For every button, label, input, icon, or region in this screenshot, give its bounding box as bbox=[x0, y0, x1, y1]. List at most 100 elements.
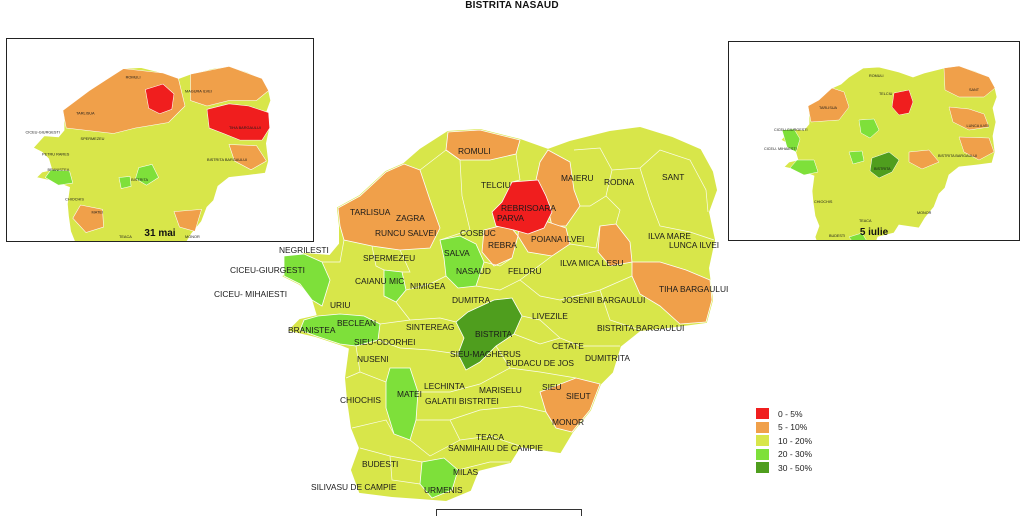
label-budacu-de-jos: BUDACU DE JOS bbox=[506, 358, 574, 368]
inset-left-map: ROMULI MAGURA ILVEI TARLISUA CICEU-GIURG… bbox=[26, 65, 272, 241]
label-spermezeu: SPERMEZEU bbox=[363, 253, 415, 263]
label-chiochis: CHIOCHIS bbox=[340, 395, 381, 405]
svg-text:BISTRITA BARGAULUI: BISTRITA BARGAULUI bbox=[207, 158, 247, 162]
inset-right-caption: 5 iulie bbox=[859, 227, 889, 238]
legend-item-10-20: 10 - 20% bbox=[756, 434, 812, 448]
region-tiha-bargaului bbox=[631, 261, 713, 325]
label-beclean: BECLEAN bbox=[337, 318, 376, 328]
svg-text:BISTRITA BARGAULUI: BISTRITA BARGAULUI bbox=[938, 154, 977, 158]
inset-map-5-iulie: ROMULI TELCIU SANT TARLISUA CICEU-GIURGE… bbox=[728, 41, 1020, 241]
svg-text:BISTRITA: BISTRITA bbox=[131, 178, 148, 182]
label-cetate: CETATE bbox=[552, 341, 584, 351]
svg-text:BISTRITA: BISTRITA bbox=[874, 167, 891, 171]
label-branistea: BRANISTEA bbox=[288, 325, 336, 335]
label-matei: MATEI bbox=[397, 389, 422, 399]
label-urmenis: URMENIS bbox=[424, 485, 463, 495]
legend-label: 10 - 20% bbox=[778, 435, 813, 446]
label-nimigea: NIMIGEA bbox=[410, 281, 446, 291]
label-sieu: SIEU bbox=[542, 382, 562, 392]
label-josenii-bargaului: JOSENII BARGAULUI bbox=[562, 295, 645, 305]
label-uriu: URIU bbox=[330, 300, 350, 310]
label-telciu: TELCIU bbox=[481, 180, 511, 190]
label-negrilesti: NEGRILESTI bbox=[279, 245, 329, 255]
region-caianu-mic bbox=[383, 269, 407, 303]
label-maieru: MAIERU bbox=[561, 173, 594, 183]
label-romuli: ROMULI bbox=[458, 146, 491, 156]
svg-text:ROMULI: ROMULI bbox=[869, 74, 884, 78]
legend-label: 20 - 30% bbox=[778, 449, 813, 460]
svg-text:MAGURA ILVEI: MAGURA ILVEI bbox=[185, 89, 212, 93]
label-ilva-mica-lesu: ILVA MICA LESU bbox=[560, 258, 623, 268]
legend-swatch bbox=[756, 462, 769, 474]
label-galatii-bistritei: GALATII BISTRITEI bbox=[425, 396, 499, 406]
legend-item-30-50: 30 - 50% bbox=[756, 461, 812, 475]
map-legend: 0 - 5% 5 - 10% 10 - 20% 20 - 30% 30 - 50… bbox=[756, 407, 812, 475]
label-sintereag: SINTEREAG bbox=[406, 322, 454, 332]
svg-text:MONOR: MONOR bbox=[185, 235, 200, 239]
svg-text:PETRU RARES: PETRU RARES bbox=[42, 153, 70, 157]
label-cosbuc: COSBUC bbox=[460, 228, 496, 238]
legend-swatch bbox=[756, 408, 769, 420]
label-ciceu-mihaiesti: CICEU- MIHAIESTI bbox=[214, 289, 287, 299]
label-zagra: ZAGRA bbox=[396, 213, 425, 223]
legend-swatch bbox=[756, 448, 769, 460]
label-bistrita: BISTRITA bbox=[475, 329, 512, 339]
svg-text:TIHA BARGAULUI: TIHA BARGAULUI bbox=[229, 126, 261, 130]
map-title: BISTRITA NASAUD bbox=[465, 0, 559, 11]
label-nasaud: NASAUD bbox=[456, 266, 491, 276]
label-sanmihaiu-de-campie: SANMIHAIU DE CAMPIE bbox=[448, 443, 543, 453]
inset-map-31-mai: ROMULI MAGURA ILVEI TARLISUA CICEU-GIURG… bbox=[6, 38, 314, 242]
label-salva: SALVA bbox=[444, 248, 470, 258]
inset-left-caption: 31 mai bbox=[144, 228, 176, 239]
label-tiha-bargaului: TIHA BARGAULUI bbox=[659, 284, 728, 294]
bottom-frame-edge bbox=[436, 509, 582, 516]
label-rebra: REBRA bbox=[488, 240, 517, 250]
label-monor: MONOR bbox=[552, 417, 584, 427]
label-caianu-mic: CAIANU MIC bbox=[355, 276, 404, 286]
legend-label: 30 - 50% bbox=[778, 462, 813, 473]
svg-text:BRANISTEA: BRANISTEA bbox=[48, 168, 70, 172]
label-milas: MILAS bbox=[453, 467, 479, 477]
label-lechinta: LECHINTA bbox=[424, 381, 465, 391]
inset-right-map: ROMULI TELCIU SANT TARLISUA CICEU-GIURGE… bbox=[764, 65, 998, 240]
svg-text:TEACA: TEACA bbox=[859, 219, 872, 223]
label-teaca: TEACA bbox=[476, 432, 504, 442]
region-ciceu-giurgesti bbox=[283, 253, 331, 307]
legend-label: 5 - 10% bbox=[778, 422, 808, 433]
label-parva: PARVA bbox=[497, 213, 524, 223]
svg-text:CICEU-GIURGESTI: CICEU-GIURGESTI bbox=[26, 131, 60, 135]
legend-swatch bbox=[756, 435, 769, 447]
svg-text:LUNCA ILVEI: LUNCA ILVEI bbox=[967, 124, 989, 128]
svg-text:MATEI: MATEI bbox=[92, 210, 103, 214]
label-budesti: BUDESTI bbox=[362, 459, 398, 469]
svg-text:MONOR: MONOR bbox=[917, 211, 932, 215]
label-lunca-ilvei: LUNCA ILVEI bbox=[669, 240, 719, 250]
label-sant: SANT bbox=[662, 172, 684, 182]
region-sieut bbox=[539, 377, 601, 433]
label-mariselu: MARISELU bbox=[479, 385, 522, 395]
label-nuseni: NUSENI bbox=[357, 354, 389, 364]
svg-text:SPERMEZEU: SPERMEZEU bbox=[81, 137, 105, 141]
label-livezile: LIVEZILE bbox=[532, 311, 568, 321]
label-bistrita-bargaului: BISTRITA BARGAULUI bbox=[597, 323, 684, 333]
label-runcu-salvei: RUNCU SALVEI bbox=[375, 228, 436, 238]
svg-text:BUDESTI: BUDESTI bbox=[829, 234, 845, 238]
svg-text:CHIOCHIS: CHIOCHIS bbox=[65, 198, 84, 202]
label-ilva-mare: ILVA MARE bbox=[648, 231, 691, 241]
label-tarlisua: TARLISUA bbox=[350, 207, 391, 217]
legend-swatch bbox=[756, 421, 769, 433]
commune-borders bbox=[322, 147, 715, 485]
label-sieut: SIEUT bbox=[566, 391, 591, 401]
region-rebrisoara-parva bbox=[491, 179, 553, 235]
svg-text:CICEU-GIURGESTI: CICEU-GIURGESTI bbox=[774, 128, 808, 132]
label-sieu-magherus: SIEU-MAGHERUS bbox=[450, 349, 521, 359]
label-dumitrita: DUMITRITA bbox=[585, 353, 630, 363]
svg-text:TEACA: TEACA bbox=[119, 235, 132, 239]
svg-text:TARLISUA: TARLISUA bbox=[819, 106, 838, 110]
label-ciceu-giurgesti: CICEU-GIURGESTI bbox=[230, 265, 305, 275]
label-rodna: RODNA bbox=[604, 177, 635, 187]
legend-label: 0 - 5% bbox=[778, 408, 803, 419]
svg-text:CHIOCHIS: CHIOCHIS bbox=[814, 200, 833, 204]
svg-text:TARLISUA: TARLISUA bbox=[76, 111, 95, 115]
